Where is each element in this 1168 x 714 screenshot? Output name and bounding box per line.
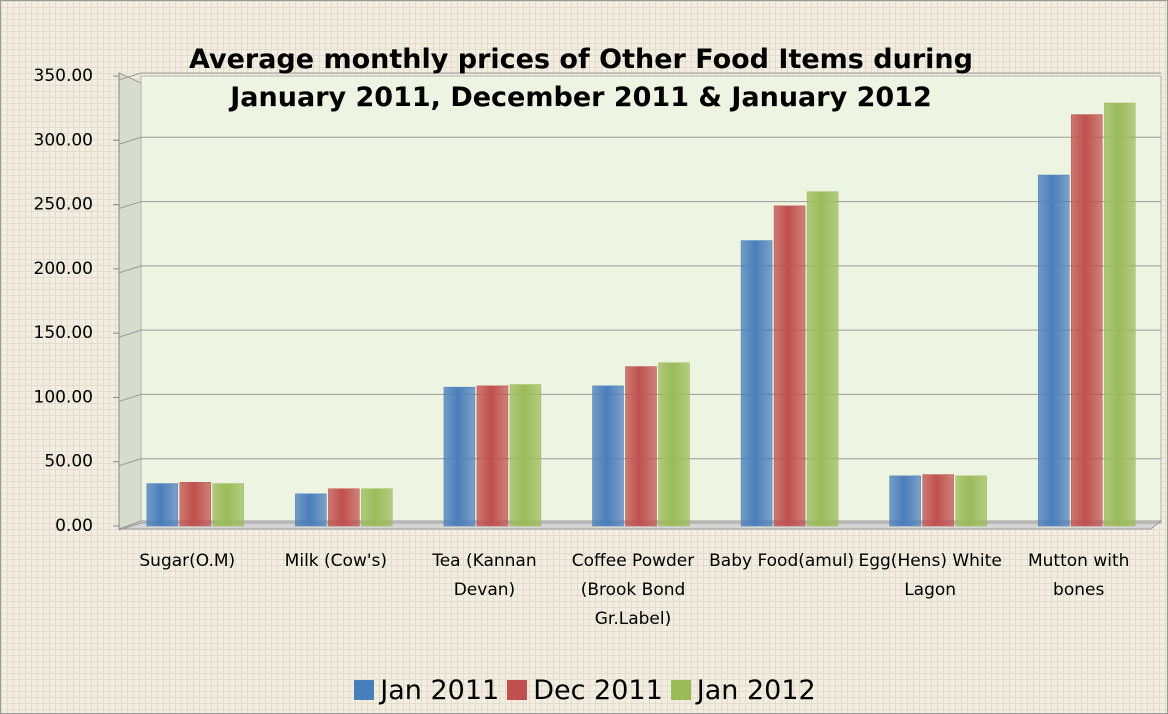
y-tick-label: 150.00 xyxy=(34,323,93,343)
bar xyxy=(328,488,360,527)
x-tick-label: Baby Food(amul) xyxy=(709,551,854,571)
bar xyxy=(295,493,327,527)
grid-line xyxy=(118,522,142,531)
x-tick-label: Sugar(O.M) xyxy=(139,551,236,571)
grid-line xyxy=(118,458,142,467)
legend-swatch xyxy=(507,680,528,700)
x-tick-label: Egg(Hens) White Lagon xyxy=(858,551,1002,600)
grid-line xyxy=(118,72,142,81)
bar xyxy=(146,483,179,527)
bar xyxy=(806,191,839,527)
legend-label: Dec 2011 xyxy=(533,675,663,706)
y-tick-label: 200.00 xyxy=(34,259,93,279)
x-tick-label: Tea (Kannan Devan) xyxy=(432,551,537,600)
bar xyxy=(179,482,212,527)
bar xyxy=(476,385,509,527)
bar xyxy=(955,475,987,527)
grid-line xyxy=(118,201,142,210)
bar xyxy=(1037,174,1070,527)
x-tick-label: Coffee Powder (Brook Bond Gr.Label) xyxy=(571,551,695,629)
bar xyxy=(889,475,921,527)
legend-item: Jan 2012 xyxy=(670,675,816,706)
legend-swatch xyxy=(354,680,375,700)
grid-line xyxy=(118,329,142,338)
legend-swatch xyxy=(670,680,691,700)
bar xyxy=(592,385,624,527)
legend-label: Jan 2011 xyxy=(380,675,500,706)
bar xyxy=(212,483,245,527)
y-tick-label: 250.00 xyxy=(34,195,93,215)
bar xyxy=(658,362,690,527)
bar xyxy=(773,205,806,527)
legend-item: Dec 2011 xyxy=(507,675,663,706)
grid-line xyxy=(118,265,142,274)
y-tick-label: 350.00 xyxy=(34,66,93,86)
legend: Jan 2011 Dec 2011 Jan 2012 xyxy=(1,675,1167,706)
bar xyxy=(922,474,954,527)
bar xyxy=(361,488,393,527)
legend-item: Jan 2011 xyxy=(354,675,499,706)
x-tick-label: Milk (Cow's) xyxy=(284,551,388,571)
y-tick-label: 100.00 xyxy=(34,387,93,407)
bar xyxy=(740,240,773,527)
chart-title: Average monthly prices of Other Food Ite… xyxy=(189,44,973,113)
x-tick-label: Mutton with bones xyxy=(1027,551,1130,600)
y-tick-label: 300.00 xyxy=(34,130,93,150)
y-tick-label: 50.00 xyxy=(44,452,93,472)
legend-label: Jan 2012 xyxy=(696,675,816,706)
grid-line xyxy=(118,393,142,402)
y-tick-label: 0.00 xyxy=(55,516,93,536)
side-wall xyxy=(118,72,142,530)
grid-line xyxy=(118,136,142,145)
bar xyxy=(625,366,657,527)
bar xyxy=(1070,114,1103,527)
bar xyxy=(443,386,476,527)
bar xyxy=(509,384,542,527)
bar xyxy=(1103,102,1136,527)
